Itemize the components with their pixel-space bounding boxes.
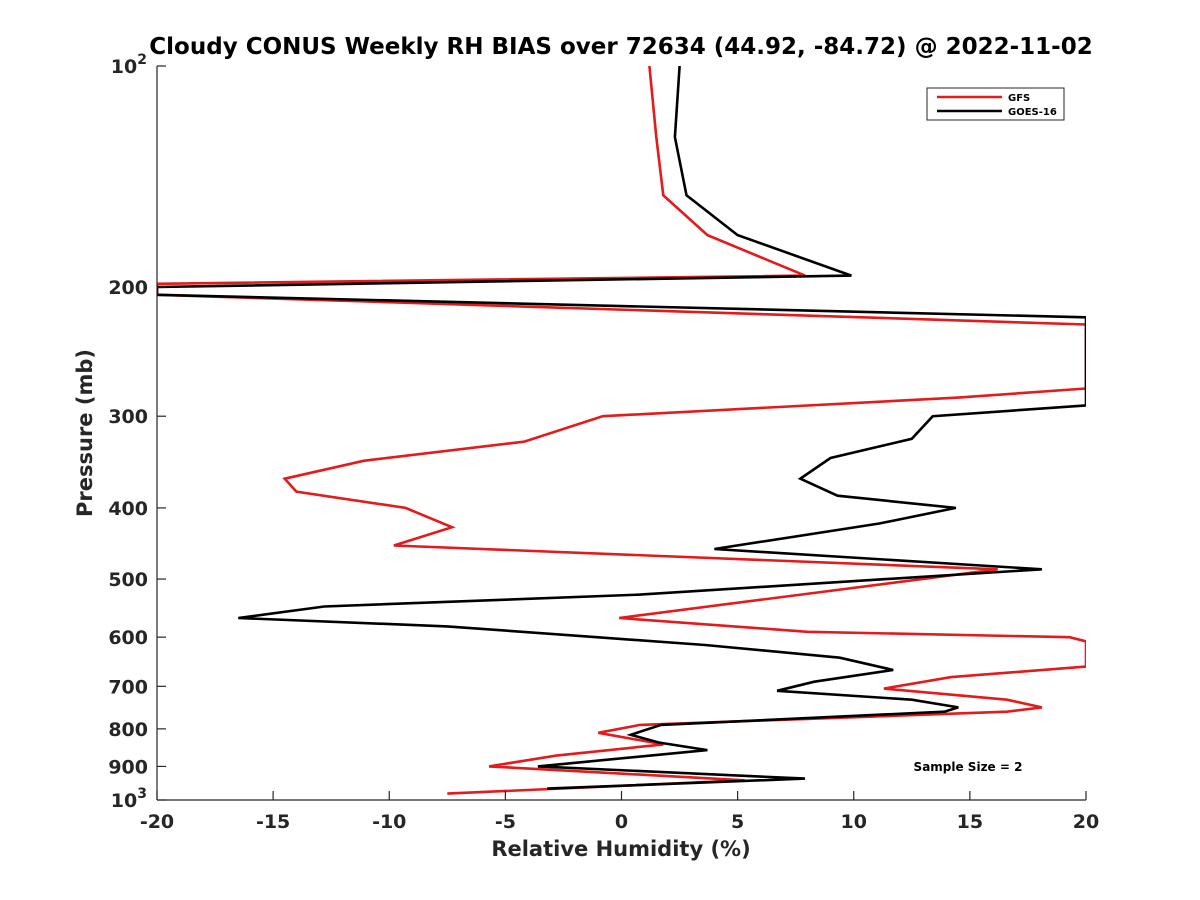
- legend-box: [926, 87, 1065, 121]
- x-axis-ticks: -20 -15 -10 -5 0 5 10 15 20: [140, 791, 1099, 833]
- y-tick-label: 900: [108, 756, 148, 778]
- y-tick-label: 102: [111, 52, 147, 78]
- x-tick-label: -5: [495, 811, 516, 833]
- x-tick-label: 10: [841, 811, 867, 833]
- x-tick-label: -10: [372, 811, 406, 833]
- x-tick-label: 0: [615, 811, 628, 833]
- y-tick-label: 600: [108, 627, 148, 649]
- x-tick-label: -15: [256, 811, 290, 833]
- y-tick-label: 500: [108, 569, 148, 591]
- y-tick-label: 800: [108, 719, 148, 741]
- x-tick-label: -20: [140, 811, 174, 833]
- series-line-gfs: [157, 66, 1086, 795]
- legend-label-goes16: GOES-16: [1008, 107, 1057, 118]
- series-line-goes16: [157, 66, 1086, 790]
- y-tick-label: 103: [111, 786, 147, 812]
- x-axis-label: Relative Humidity (%): [491, 837, 750, 861]
- x-tick-label: 20: [1073, 811, 1099, 833]
- y-tick-label: 700: [108, 676, 148, 698]
- sample-size-annotation: Sample Size = 2: [914, 760, 1023, 774]
- plot-lines: [157, 66, 1086, 795]
- chart-title: Cloudy CONUS Weekly RH BIAS over 72634 (…: [149, 34, 1092, 60]
- y-axis-label: Pressure (mb): [73, 349, 97, 517]
- y-tick-label: 300: [108, 406, 148, 428]
- x-tick-label: 15: [957, 811, 983, 833]
- legend: GFS GOES-16: [926, 87, 1065, 121]
- axes: [156, 66, 1086, 801]
- x-tick-label: 5: [731, 811, 744, 833]
- legend-label-gfs: GFS: [1008, 93, 1030, 104]
- y-axis-ticks: 102 200 300 400 500 600 700 800 900 103: [108, 52, 166, 812]
- y-tick-label: 200: [108, 277, 148, 299]
- y-tick-label: 400: [108, 498, 148, 520]
